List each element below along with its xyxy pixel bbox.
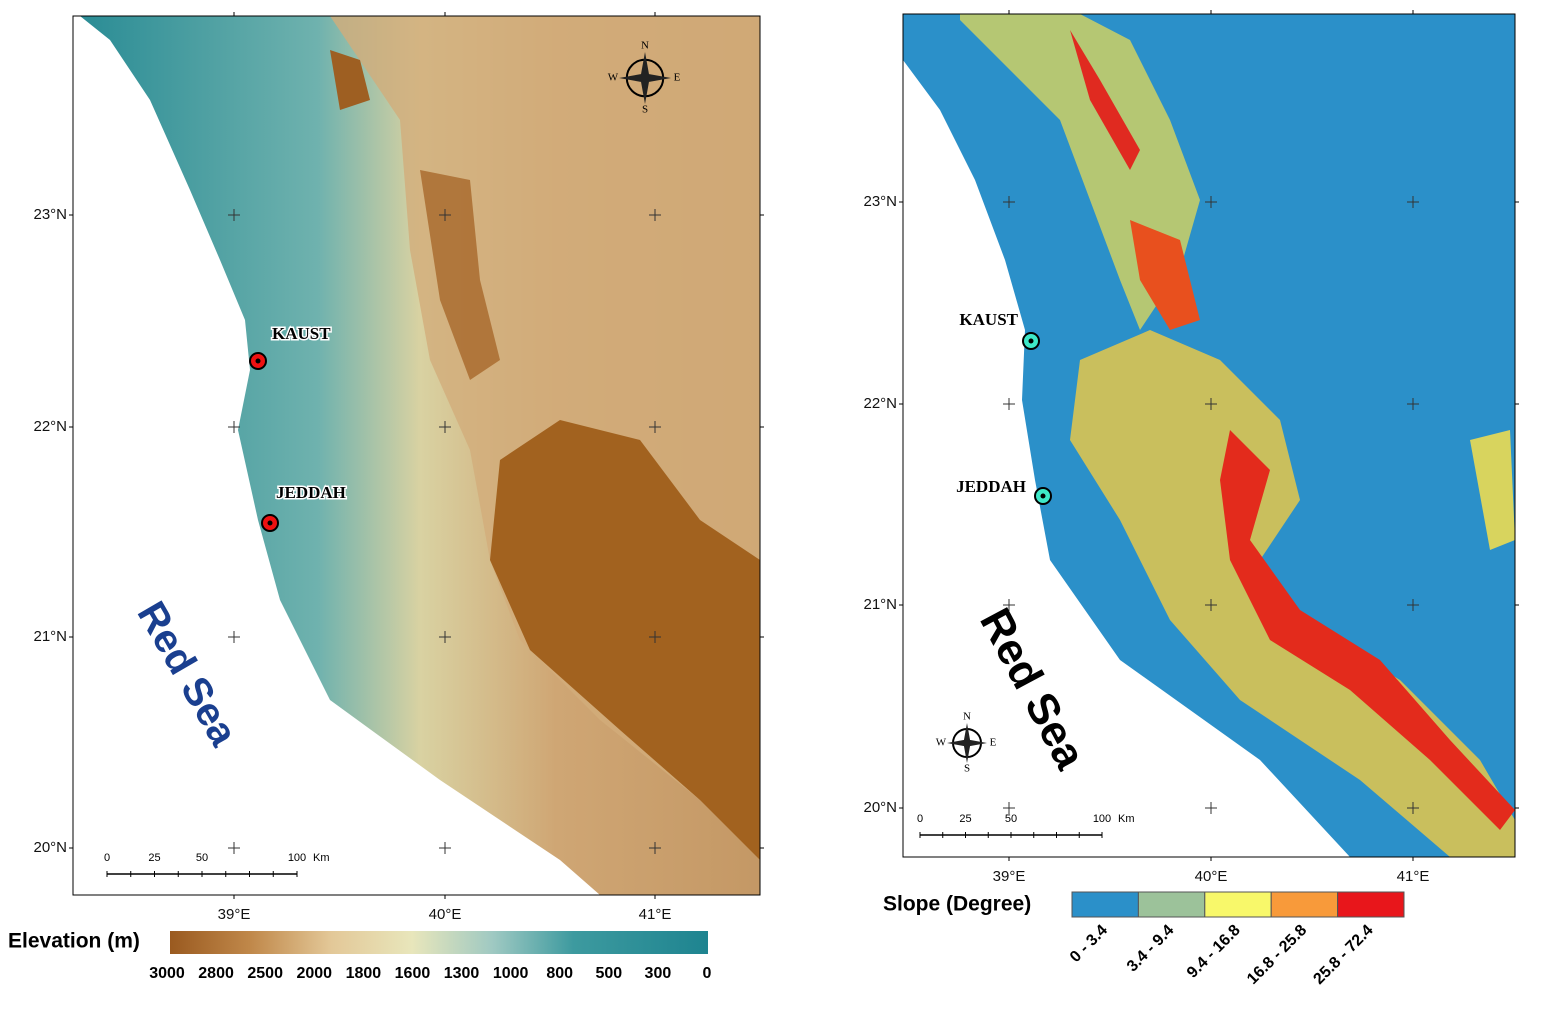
legend-class: 16.8 - 25.8: [1244, 922, 1310, 988]
legend-class: 25.8 - 72.4: [1310, 922, 1376, 988]
lon-label: 41°E: [1397, 868, 1430, 885]
class-swatch: [1071, 891, 1139, 918]
lat-label: 23°N: [863, 193, 897, 210]
lon-label: 39°E: [218, 906, 251, 923]
legend-class: 0 - 3.4: [1067, 922, 1111, 966]
elevation-colorbar: [170, 931, 708, 954]
scale-label: 50: [1005, 813, 1017, 825]
left-frame: [72, 15, 761, 896]
scale-unit: Km: [1118, 813, 1135, 825]
legend-tick: 1600: [395, 965, 431, 982]
legend-tick: 3000: [149, 965, 185, 982]
compass-letter: W: [608, 72, 619, 84]
legend-tick: 1000: [493, 965, 529, 982]
place-dot: [267, 520, 273, 526]
lon-label: 39°E: [993, 868, 1026, 885]
scale-label: 25: [148, 852, 160, 864]
lat-label: 21°N: [863, 596, 897, 613]
legend-tick: 500: [595, 965, 622, 982]
scale-label: 100: [1093, 813, 1111, 825]
place-dot: [1028, 338, 1034, 344]
legend-tick: 2500: [247, 965, 283, 982]
scale-label: 50: [196, 852, 208, 864]
compass-letter: N: [641, 40, 649, 52]
scale-label: 25: [959, 813, 971, 825]
compass-letter: S: [964, 763, 970, 775]
lon-label: 41°E: [639, 906, 672, 923]
place-dot: [1040, 493, 1046, 499]
class-swatch: [1337, 891, 1405, 918]
lat-label: 22°N: [863, 395, 897, 412]
place-dot: [255, 358, 261, 364]
legend-tick: 1800: [346, 965, 382, 982]
left-map: [73, 16, 760, 895]
legend-tick: 0: [703, 965, 712, 982]
lat-label: 20°N: [863, 799, 897, 816]
legend-class: 9.4 - 16.8: [1184, 922, 1244, 982]
lon-label: 40°E: [429, 906, 462, 923]
class-swatch: [1270, 891, 1339, 918]
legend-tick: 2800: [198, 965, 234, 982]
slope-classes: [1071, 891, 1405, 918]
lon-label: 40°E: [1195, 868, 1228, 885]
compass-letter: E: [990, 737, 997, 749]
legend-tick: 2000: [296, 965, 332, 982]
legend-class: 3.4 - 9.4: [1124, 922, 1178, 976]
place-label: JEDDAH: [956, 477, 1026, 496]
lat-label: 22°N: [33, 418, 67, 435]
scale-label: 0: [104, 852, 110, 864]
compass-letter: W: [936, 737, 947, 749]
compass-letter: S: [642, 104, 648, 116]
place-label: KAUST: [959, 310, 1018, 329]
class-swatch: [1137, 891, 1206, 918]
place-label: JEDDAH: [276, 483, 346, 502]
legend-title: Elevation (m): [8, 930, 140, 953]
place-label: KAUST: [272, 324, 331, 343]
scale-unit: Km: [313, 852, 330, 864]
compass-star: [619, 52, 671, 104]
legend-tick: 800: [546, 965, 573, 982]
legend-tick: 300: [645, 965, 672, 982]
right-map: [903, 14, 1515, 857]
compass-star: [947, 723, 987, 763]
lat-label: 21°N: [33, 628, 67, 645]
scale-label: 100: [288, 852, 306, 864]
compass-letter: N: [963, 711, 971, 723]
legend-tick: 1300: [444, 965, 480, 982]
legend-title: Slope (Degree): [883, 893, 1031, 916]
lat-label: 20°N: [33, 839, 67, 856]
class-swatch: [1204, 891, 1272, 918]
lat-label: 23°N: [33, 206, 67, 223]
scale-label: 0: [917, 813, 923, 825]
compass-letter: E: [674, 72, 681, 84]
right-frame: [902, 13, 1516, 858]
